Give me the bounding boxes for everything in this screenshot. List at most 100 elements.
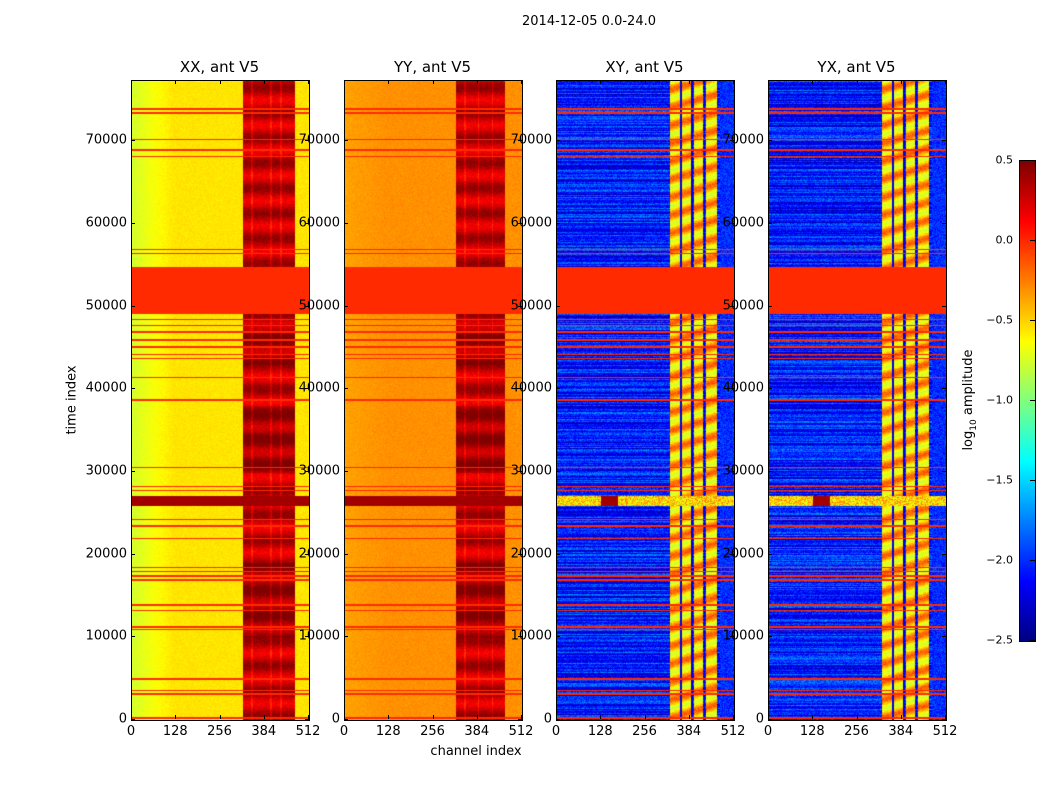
y-tick [768, 719, 772, 720]
y-tick-label: 30000 [85, 463, 127, 479]
y-tick-label: 30000 [722, 463, 764, 479]
x-tick [856, 80, 858, 84]
x-tick [476, 715, 478, 719]
y-tick-label: 70000 [722, 132, 764, 148]
y-tick [305, 305, 309, 307]
colorbar-tick [1030, 560, 1035, 561]
y-tick-label: 10000 [510, 628, 552, 644]
colorbar-gradient [1020, 161, 1035, 641]
y-tick-label: 40000 [722, 380, 764, 396]
x-tick [812, 715, 814, 719]
heatmap-image [769, 81, 946, 720]
y-tick [305, 388, 309, 390]
x-tick [688, 715, 690, 719]
y-tick-label: 20000 [510, 546, 552, 562]
x-tick [432, 715, 434, 719]
y-tick [942, 636, 946, 638]
x-tick-label: 512 [720, 724, 746, 739]
x-tick [600, 715, 602, 719]
colorbar-tick [1030, 640, 1035, 641]
colorbar-tick-label: −2.0 [986, 553, 1013, 567]
x-tick [388, 80, 390, 84]
x-tick [644, 80, 646, 84]
x-tick [900, 715, 902, 719]
figure-title: 2014-12-05 0.0-24.0 [522, 14, 656, 29]
colorbar-tick-label: −2.5 [986, 633, 1013, 647]
y-tick-label: 60000 [722, 215, 764, 231]
y-tick [518, 140, 522, 142]
y-tick [344, 223, 348, 224]
colorbar-tick-label: 0.5 [995, 153, 1014, 167]
heatmap-image [345, 81, 522, 720]
y-tick [344, 719, 348, 720]
colorbar-tick-label: −1.0 [986, 393, 1013, 407]
x-tick-label: 256 [420, 724, 445, 739]
y-tick [518, 719, 522, 720]
y-tick [730, 140, 734, 142]
y-tick [942, 223, 946, 224]
y-tick [305, 719, 309, 720]
y-tick-label: 0 [755, 711, 764, 727]
y-tick-label: 40000 [298, 380, 340, 396]
x-tick-label: 128 [162, 724, 188, 739]
y-tick-label: 50000 [85, 298, 127, 314]
y-tick-label: 0 [543, 711, 552, 727]
y-tick-label: 20000 [722, 546, 764, 562]
x-tick-label: 0 [763, 724, 773, 739]
y-tick [131, 636, 135, 638]
x-tick [219, 80, 221, 84]
x-tick [344, 80, 345, 84]
y-tick [768, 553, 772, 555]
x-tick [733, 715, 734, 719]
x-tick [131, 715, 132, 719]
y-tick [768, 223, 772, 224]
y-tick [131, 719, 135, 720]
x-tick-label: 0 [551, 724, 561, 739]
x-tick [733, 80, 734, 84]
y-tick [305, 553, 309, 555]
y-tick [131, 140, 135, 142]
y-tick [305, 471, 309, 472]
heatmap-panel-yx [768, 80, 947, 721]
y-tick [344, 388, 348, 390]
y-tick [730, 719, 734, 720]
y-tick-label: 20000 [85, 546, 127, 562]
x-tick [768, 715, 769, 719]
panel-title: YY, ant V5 [393, 58, 472, 76]
x-tick [945, 80, 946, 84]
heatmap-panel-xy [556, 80, 735, 721]
y-tick-label: 60000 [85, 215, 127, 231]
y-tick [942, 553, 946, 555]
colorbar-tick [1030, 480, 1035, 481]
x-tick [219, 715, 221, 719]
x-tick [388, 715, 390, 719]
colorbar-tick [1030, 240, 1035, 241]
x-tick [521, 715, 522, 719]
x-tick-label: 128 [375, 724, 401, 739]
y-tick [730, 223, 734, 224]
y-tick [556, 553, 560, 555]
y-tick-label: 70000 [298, 132, 340, 148]
y-tick [518, 636, 522, 638]
x-tick-label: 384 [676, 724, 702, 739]
x-tick [556, 715, 557, 719]
y-tick [730, 388, 734, 390]
x-tick [644, 715, 646, 719]
colorbar-label: log10 amplitude [961, 349, 979, 450]
panel-title: XX, ant V5 [179, 58, 260, 76]
y-tick [556, 305, 560, 307]
y-tick [556, 471, 560, 472]
y-tick [518, 223, 522, 224]
y-tick [305, 223, 309, 224]
heatmap-panel-xx [131, 80, 310, 721]
y-tick [556, 636, 560, 638]
y-tick [768, 305, 772, 307]
x-tick [688, 80, 690, 84]
x-tick [476, 80, 478, 84]
y-tick-label: 50000 [298, 298, 340, 314]
heatmap-panel-yy [344, 80, 523, 721]
x-axis-label: channel index [430, 744, 522, 759]
colorbar-tick [1030, 160, 1035, 161]
y-tick [344, 305, 348, 307]
y-tick [518, 388, 522, 390]
